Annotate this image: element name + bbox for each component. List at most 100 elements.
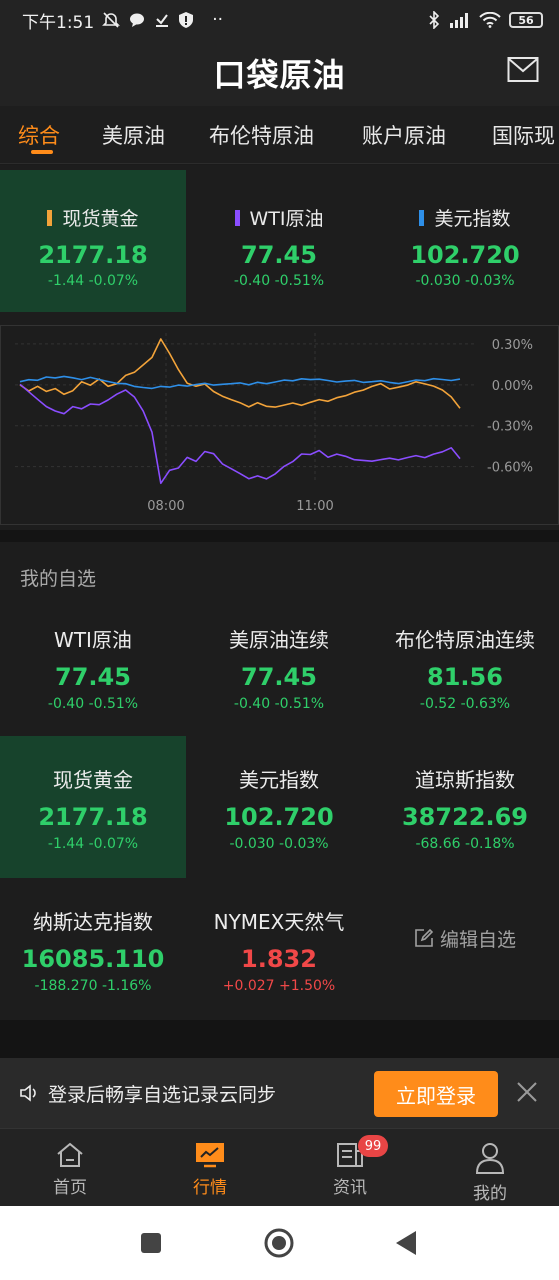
system-navigation-bar (0, 1206, 559, 1280)
watch-item-name: NYMEX天然气 (213, 910, 345, 934)
tab-brent-crude[interactable]: 布伦特原油 (209, 124, 314, 148)
bluetooth-icon (429, 11, 440, 29)
tab-international-spot[interactable]: 国际现 (492, 124, 555, 148)
ticker-change-pct: -0.51% (274, 273, 325, 289)
chat-icon (130, 13, 145, 27)
watch-item-brent-continuous[interactable]: 布伦特原油连续 81.56 -0.52 -0.63% (372, 596, 558, 738)
edit-watchlist-button[interactable]: 编辑自选 (372, 908, 558, 968)
ticker-spot-gold[interactable]: 现货黄金 2177.18 -1.44 -0.07% (0, 170, 186, 312)
watch-item-spot-gold[interactable]: 现货黄金 2177.18 -1.44 -0.07% (0, 736, 186, 878)
ticker-dollar-index[interactable]: 美元指数 102.720 -0.030 -0.03% (372, 170, 558, 312)
download-done-icon (156, 14, 169, 27)
y-tick-label: 0.30% (492, 338, 533, 353)
watch-item-change-pct: -0.07% (88, 836, 139, 852)
ticker-name: 现货黄金 (62, 208, 139, 230)
ticker-wti-crude[interactable]: WTI原油 77.45 -0.40 -0.51% (186, 170, 372, 312)
watchlist-title: 我的自选 (20, 568, 97, 590)
ticker-change-pct: -0.03% (465, 273, 515, 289)
ticker-change-pct: -0.07% (88, 273, 139, 289)
series-line-dollar (19, 375, 461, 390)
app-header: 口袋原油 (0, 40, 559, 106)
login-prompt-text: 登录后畅享自选记录云同步 (48, 1083, 277, 1106)
watch-item-name: 美原油连续 (229, 628, 329, 652)
market-overview-panel: 现货黄金 2177.18 -1.44 -0.07% WTI原油 77.45 -0… (0, 165, 559, 530)
app-logo: 口袋原油 (213, 56, 346, 94)
intraday-chart[interactable]: 0.30% 0.00% -0.30% -0.60% 08:00 11:00 (0, 325, 559, 525)
watch-item-price: 38722.69 (401, 803, 528, 831)
back-icon[interactable] (394, 1230, 418, 1256)
watch-item-change: -0.030 (229, 836, 275, 852)
ticker-price: 77.45 (241, 241, 317, 269)
watch-item-change: -188.270 (34, 978, 98, 994)
recent-apps-icon[interactable] (140, 1232, 162, 1254)
tab-account-crude[interactable]: 账户原油 (362, 124, 446, 148)
watch-item-change: +0.027 (222, 978, 275, 994)
mail-icon[interactable] (507, 56, 539, 84)
watch-item-name: 纳斯达克指数 (33, 910, 153, 934)
watchlist-section: 我的自选 WTI原油 77.45 -0.40 -0.51% 美原油连续 77.4… (0, 542, 559, 1020)
nav-market[interactable]: 行情 (140, 1141, 280, 1198)
watch-item-change: -0.52 (419, 696, 457, 712)
shield-icon (179, 12, 194, 28)
tab-overview[interactable]: 综合 (18, 124, 60, 148)
watch-item-name: 现货黄金 (53, 768, 133, 792)
news-badge: 99 (358, 1135, 388, 1157)
ticker-name: WTI原油 (249, 208, 324, 230)
watch-item-change: -0.40 (233, 696, 271, 712)
series-line-gold (19, 338, 461, 409)
mute-icon (102, 12, 121, 28)
watch-item-change: -68.66 (415, 836, 461, 852)
market-chart-icon (196, 1143, 224, 1168)
login-button[interactable]: 立即登录 (374, 1071, 498, 1117)
ticker-change: -1.44 (47, 273, 85, 289)
y-tick-label: 0.00% (492, 379, 533, 394)
watch-item-price: 81.56 (427, 663, 503, 691)
watch-item-price: 77.45 (241, 663, 317, 691)
tab-us-crude[interactable]: 美原油 (102, 124, 165, 148)
watch-item-nymex-natgas[interactable]: NYMEX天然气 1.832 +0.027 +1.50% (186, 878, 372, 1020)
home-button-icon[interactable] (264, 1228, 294, 1258)
watch-item-price: 2177.18 (38, 803, 148, 831)
person-icon (475, 1143, 505, 1174)
y-tick-label: -0.60% (487, 461, 533, 476)
edit-watchlist-label: 编辑自选 (439, 928, 516, 951)
watch-item-wti-crude[interactable]: WTI原油 77.45 -0.40 -0.51% (0, 596, 186, 738)
watch-item-dow-jones[interactable]: 道琼斯指数 38722.69 -68.66 -0.18% (372, 736, 558, 878)
status-bar: 下午1:51 ·· 56 (0, 0, 559, 40)
ticker-name: 美元指数 (434, 208, 511, 230)
speaker-icon (20, 1084, 36, 1102)
legend-swatch-dollar (419, 209, 425, 226)
x-tick-label: 08:00 (147, 499, 184, 514)
watch-item-change-pct: -0.51% (274, 696, 325, 712)
watch-item-change-pct: -0.51% (88, 696, 139, 712)
watch-item-us-crude-continuous[interactable]: 美原油连续 77.45 -0.40 -0.51% (186, 596, 372, 738)
legend-swatch-gold (47, 209, 53, 226)
watch-item-change-pct: +1.50% (279, 978, 336, 994)
watch-item-price: 77.45 (55, 663, 131, 691)
status-more: ·· (212, 10, 223, 30)
watch-item-nasdaq[interactable]: 纳斯达克指数 16085.110 -188.270 -1.16% (0, 878, 186, 1020)
signal-icon (450, 13, 468, 28)
watch-item-change-pct: -0.63% (460, 696, 511, 712)
watch-item-dollar-index[interactable]: 美元指数 102.720 -0.030 -0.03% (186, 736, 372, 878)
edit-icon (415, 928, 434, 947)
close-icon[interactable] (515, 1080, 539, 1104)
legend-swatch-wti (234, 209, 240, 226)
nav-market-label: 行情 (193, 1178, 227, 1198)
bottom-navigation: 首页 行情 99 资讯 我的 (0, 1128, 559, 1206)
watch-item-change-pct: -1.16% (101, 978, 152, 994)
home-icon (57, 1142, 83, 1167)
y-tick-label: -0.30% (487, 420, 533, 435)
section-divider (0, 530, 559, 542)
nav-news[interactable]: 99 资讯 (280, 1135, 420, 1198)
nav-profile[interactable]: 我的 (420, 1141, 559, 1204)
watch-item-name: 美元指数 (239, 768, 319, 792)
watch-item-change-pct: -0.18% (465, 836, 515, 852)
nav-profile-label: 我的 (473, 1184, 507, 1204)
watch-item-name: WTI原油 (54, 628, 132, 652)
battery-icon: 56 (509, 12, 543, 28)
chart-frame (0, 325, 559, 525)
watch-item-price: 1.832 (241, 945, 317, 973)
ticker-change: -0.030 (415, 273, 461, 289)
nav-home[interactable]: 首页 (0, 1141, 140, 1198)
